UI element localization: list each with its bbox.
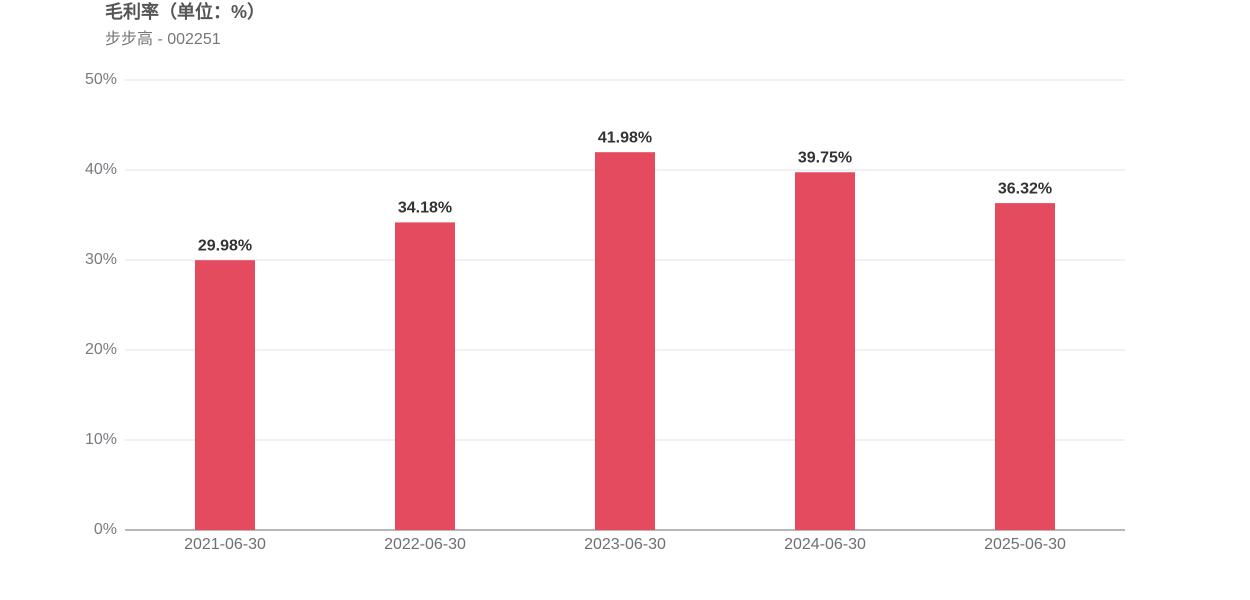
bar xyxy=(395,222,455,530)
x-tick-label: 2022-06-30 xyxy=(384,536,466,553)
value-label: 36.32% xyxy=(998,180,1052,197)
value-label: 34.18% xyxy=(398,200,452,217)
y-tick-label: 10% xyxy=(85,431,117,448)
value-label: 29.98% xyxy=(198,237,252,254)
y-tick-label: 0% xyxy=(94,521,117,538)
y-tick-label: 30% xyxy=(85,251,117,268)
x-tick-label: 2023-06-30 xyxy=(584,536,666,553)
y-tick-label: 40% xyxy=(85,161,117,178)
x-tick-label: 2021-06-30 xyxy=(184,536,266,553)
value-label: 41.98% xyxy=(598,129,652,146)
bar xyxy=(195,260,255,530)
bar xyxy=(595,152,655,530)
bar xyxy=(995,203,1055,530)
y-tick-label: 20% xyxy=(85,341,117,358)
x-tick-label: 2025-06-30 xyxy=(984,536,1066,553)
y-tick-label: 50% xyxy=(85,71,117,88)
x-tick-label: 2024-06-30 xyxy=(784,536,866,553)
bar xyxy=(795,172,855,530)
value-label: 39.75% xyxy=(798,149,852,166)
chart-subtitle: 步步高 - 002251 xyxy=(105,30,221,48)
chart-title: 毛利率（单位：%） xyxy=(105,1,265,22)
